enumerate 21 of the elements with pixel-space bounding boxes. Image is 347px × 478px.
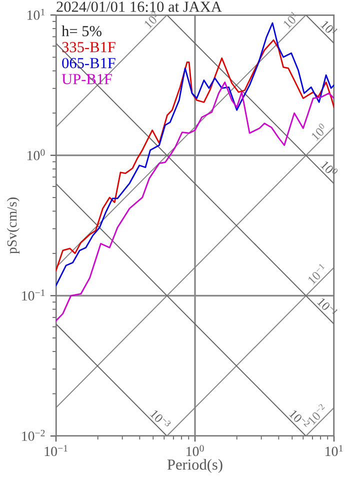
y-axis-title: pSv(cm/s) [6,198,20,254]
text: 10$^{−1}$ [316,296,338,318]
text: 10$^{2}$ [142,10,161,29]
x-tick-label: 10$^{−1}$ [44,445,68,456]
text: 335-B1F [62,42,116,52]
text: 10$^{0}$ [310,122,328,141]
x-axis-title: Period(s) [167,459,222,473]
chart-title: 2024/01/01 16:10 at JAXA [56,2,222,12]
y-tick-label: 10$^{0}$ [28,149,45,160]
x-tick-label: 10$^{0}$ [186,445,204,456]
legend-title: h= 5% [62,26,102,36]
y-tick-label: 10$^{1}$ [28,8,45,20]
text: 10$^{−2}$ [288,408,310,430]
text: 10$^{−1}$ [306,263,328,285]
x-tick-label: 10$^{1}$ [326,445,343,456]
text: 10$^{1}$ [282,10,300,29]
text: 10$^{1}$ [320,19,338,37]
y-tick-label: 10$^{−2}$ [22,430,45,441]
text: 10$^{−3}$ [150,408,172,430]
text: 10$^{0}$ [320,159,338,178]
y-tick-label: 10$^{−1}$ [22,290,45,301]
